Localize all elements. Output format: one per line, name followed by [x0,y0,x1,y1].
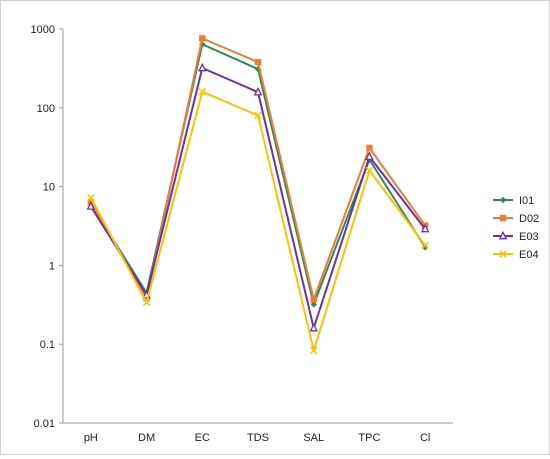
data-point [253,86,263,96]
legend-item-E03: E03 [493,230,539,243]
y-axis-tick-labels: 0.01 0.1 1 10 100 1000 [31,24,55,430]
data-point [365,166,374,175]
data-point [309,346,318,355]
y-tick-label: 1000 [31,24,55,36]
x-tick-label: pH [84,432,98,444]
data-point [310,301,317,308]
data-point [254,58,262,66]
x-tick-label: TDS [247,432,269,444]
series-line [90,43,426,306]
data-point [310,296,317,303]
data-point [198,62,207,72]
legend-marker [498,230,508,240]
data-point [420,223,430,233]
y-tick-label: 0.01 [34,418,55,430]
series-E03 [86,62,430,332]
data-point [199,35,206,42]
data-point [254,111,262,120]
series-E04 [87,87,429,355]
data-point [421,244,429,251]
y-tick-label: 100 [37,103,55,115]
y-tick-label: 0.1 [40,339,55,351]
data-point [87,194,95,202]
chart-legend: I01 D02 E03 E04 [493,195,539,261]
series-I01 [87,41,429,308]
chart-series [86,35,430,355]
x-tick-label: Cl [420,432,430,444]
y-tick-label: 1 [49,260,55,272]
data-point [309,322,318,332]
legend-marker [499,250,507,258]
legend-label: E04 [519,249,539,261]
data-point [365,151,374,160]
x-tick-label: EC [195,432,210,444]
data-point [198,87,207,96]
x-tick-label: TPC [358,432,380,444]
legend-item-E04: E04 [493,249,539,261]
legend-item-D02: D02 [493,213,539,225]
legend-label: I01 [519,195,534,207]
series-line [89,90,426,352]
legend-marker [499,214,507,222]
legend-label: E03 [519,231,539,243]
data-point [86,201,96,210]
data-point [142,298,151,307]
x-tick-label: DM [138,432,155,444]
legend-item-I01: I01 [493,195,534,207]
y-tick-label: 10 [43,182,55,194]
x-axis-tick-labels: pH DM EC TDS SAL TPC Cl [84,432,431,444]
chart-axes [59,28,453,424]
legend-marker [499,196,507,204]
x-tick-label: SAL [303,432,324,444]
data-point [421,241,429,250]
data-point [366,144,373,152]
series-D02 [87,35,429,303]
legend-label: D02 [519,213,539,225]
